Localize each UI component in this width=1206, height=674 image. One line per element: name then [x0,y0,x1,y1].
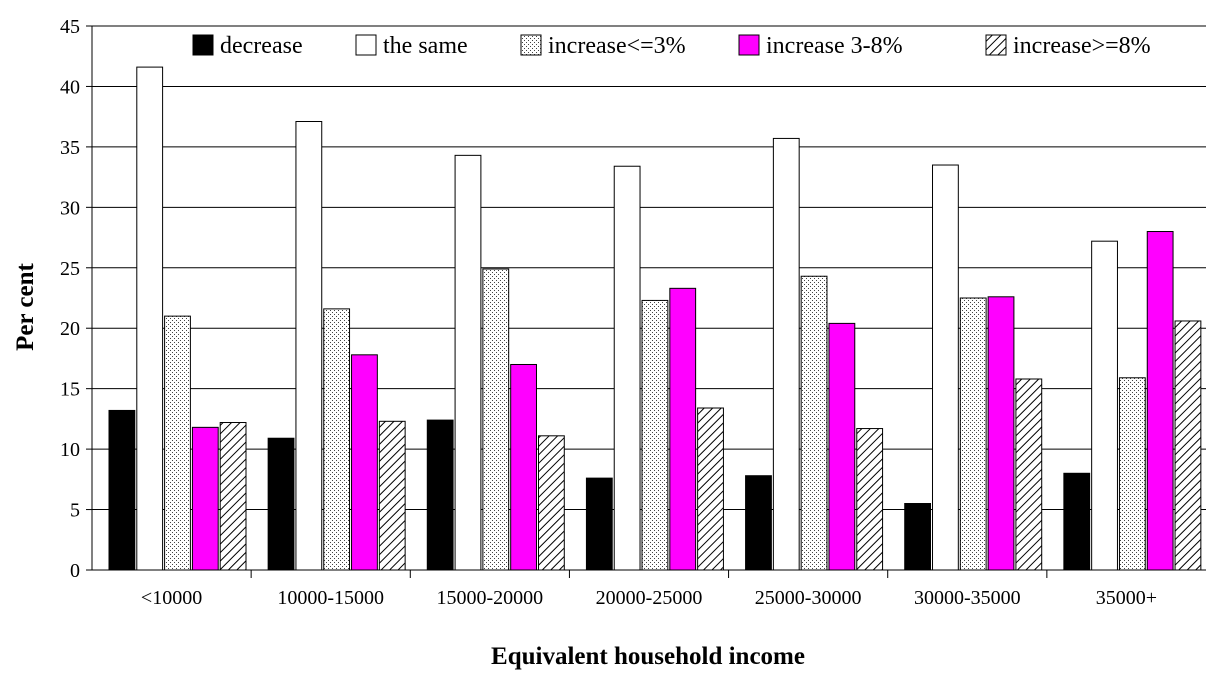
x-tick-label: <10000 [141,587,202,609]
x-axis-title: Equivalent household income [491,643,805,670]
bar [136,66,164,571]
bar [1091,240,1118,571]
legend: decrease the same increase<=3% increase 3-8… [192,33,1151,59]
bar [585,477,613,571]
y-tick-label: 5 [70,500,80,522]
legend-label: decrease [220,33,303,59]
bar [351,354,378,571]
bar [959,297,987,571]
x-tick-label: 20000-25000 [596,587,703,609]
legend-swatch [985,34,1007,56]
y-axis-title: Per cent [12,262,39,350]
bar [932,164,959,571]
bar [164,315,191,571]
bars [108,66,1202,571]
legend-swatch [738,34,760,56]
legend-label: increase 3-8% [766,33,903,59]
bar [219,422,247,571]
bar [800,275,828,571]
legend-label: increase>=8% [1013,33,1151,59]
bar [828,322,856,571]
y-tick-label: 10 [60,439,80,461]
bar [426,419,454,571]
x-tick-label: 15000-20000 [437,587,544,609]
axes: 0 5 10 15 20 25 30 35 40 45 <10000 10000-15000 15000… [60,16,1206,609]
bar [191,426,219,571]
bar [537,435,565,571]
bar [772,137,800,571]
bar [987,296,1015,571]
y-tick-label: 0 [70,560,80,582]
bar [1174,320,1202,571]
bar [697,407,724,571]
legend-swatch [192,34,214,56]
y-tick-label: 30 [60,197,80,219]
bar [482,268,510,571]
bar [1015,378,1043,571]
y-tick-label: 45 [60,16,80,38]
bar [295,121,323,571]
bar [323,308,351,571]
x-tick-label: 35000+ [1096,587,1157,609]
bar [856,428,884,571]
bar [745,475,772,571]
bar [510,363,537,571]
bar [378,420,406,571]
bar [613,165,641,571]
legend-swatch [520,34,542,56]
bar [454,154,482,571]
legend-swatch [355,34,377,56]
bar [1063,472,1091,571]
bar [904,503,932,571]
bar [108,409,136,571]
legend-label: increase<=3% [548,33,686,59]
bar [641,299,669,571]
y-tick-label: 15 [60,379,80,401]
y-tick-label: 25 [60,258,80,280]
x-tick-label: 10000-15000 [277,587,384,609]
legend-label: the same [383,33,468,59]
x-tick-label: 30000-35000 [914,587,1021,609]
y-tick-label: 35 [60,137,80,159]
bar [1118,377,1146,571]
y-tick-label: 20 [60,318,80,340]
y-tick-label: 40 [60,76,80,98]
bar [1146,231,1174,571]
x-tick-label: 25000-30000 [755,587,862,609]
bar [267,437,295,571]
bar [669,287,697,571]
